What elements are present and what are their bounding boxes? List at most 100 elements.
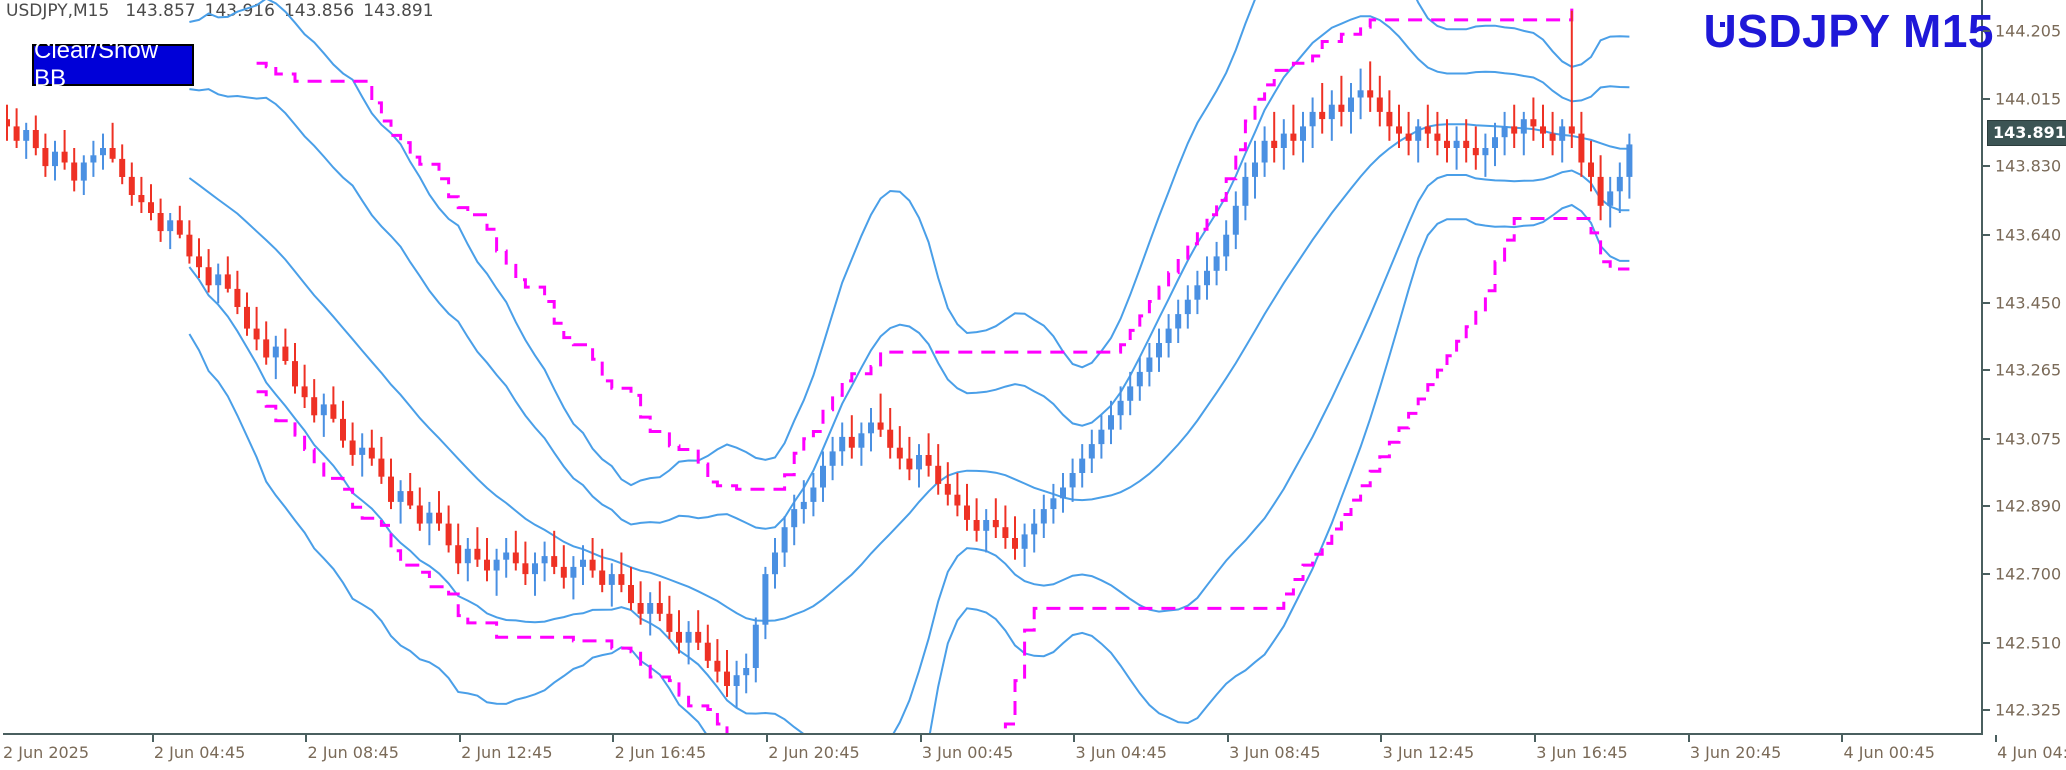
time-label: 4 Jun 00:45 [1843, 743, 1935, 762]
candle-body [887, 429, 894, 448]
time-tick [1380, 735, 1383, 742]
candle-body [772, 552, 778, 575]
candle-body [1319, 111, 1326, 120]
time-tick [1534, 735, 1536, 742]
candle-body [829, 451, 836, 466]
candle-body [1578, 133, 1585, 163]
candle-body [752, 624, 759, 668]
plot-frame [3, 0, 1983, 735]
candle-body [1607, 191, 1614, 206]
candle-body [1184, 299, 1191, 315]
candle-body [608, 574, 615, 585]
candle-body [215, 274, 222, 286]
candle-body [1213, 256, 1220, 271]
time-label: 2 Jun 2025 [2, 743, 90, 762]
candle-body [138, 195, 145, 203]
candle-body [1511, 126, 1518, 134]
time-label: 3 Jun 08:45 [1229, 743, 1321, 762]
candle-body [522, 563, 529, 575]
candle-body [484, 559, 490, 571]
time-label: 3 Jun 16:45 [1536, 743, 1628, 762]
candle-body [1261, 140, 1268, 163]
candle-body [1012, 538, 1018, 549]
time-scale[interactable]: 2 Jun 2025 2 Jun 04:45 2 Jun 08:45 2 Jun 12… [0, 735, 2066, 770]
candle-body [1540, 126, 1546, 134]
plot-area[interactable] [6, 0, 1984, 733]
candle-body [1549, 133, 1556, 141]
candle-body [359, 447, 366, 455]
time-tick [305, 735, 308, 742]
candle-body [1252, 162, 1258, 177]
candle-body [90, 155, 97, 163]
candle-body [272, 346, 279, 358]
candle-body [1271, 140, 1278, 148]
candle-body [954, 494, 961, 506]
candle-body [647, 603, 654, 614]
price-tick [1983, 29, 1990, 32]
candle-body [1108, 415, 1114, 430]
candle-body [666, 613, 673, 632]
price-tick [1983, 708, 1990, 711]
candle-body [1300, 126, 1306, 141]
price-tick [1983, 98, 1990, 101]
candle-body [628, 585, 634, 604]
price-tick [1983, 437, 1990, 440]
ohlc-symbol: USDJPY,M15 [6, 1, 110, 21]
candle-body [685, 631, 692, 643]
candle-body [973, 520, 980, 531]
candle-body [599, 570, 606, 585]
candle-body [196, 256, 202, 268]
candle-body [1309, 111, 1316, 127]
candle-body [925, 455, 932, 466]
candle-body [1559, 126, 1566, 141]
title-marker-icon [1720, 22, 1725, 27]
candle-body [877, 422, 884, 430]
clear-show-bb-button[interactable]: Clear/Show BB [32, 37, 194, 92]
candle-body [848, 436, 855, 448]
time-label: 2 Jun 20:45 [768, 743, 860, 762]
candle-body [1338, 104, 1345, 112]
candle-body [944, 483, 951, 495]
candle-body [1050, 498, 1057, 510]
candle-body [292, 361, 298, 387]
candle-body [1453, 140, 1460, 148]
candle-body [253, 328, 260, 340]
candle-body [1482, 148, 1489, 156]
candle-body [311, 397, 318, 416]
candle-body [906, 458, 913, 470]
price-label: 143.075 [1995, 429, 2062, 449]
candle-body [733, 675, 740, 686]
candle-body [407, 491, 414, 506]
candle-body [1530, 119, 1537, 127]
candle-body [52, 151, 58, 167]
candle-body [1146, 357, 1153, 372]
candle-body [1290, 133, 1297, 141]
candle-body [839, 436, 846, 452]
time-label: 4 Jun 04:45 [1997, 743, 2066, 762]
candle-body [1069, 473, 1076, 488]
time-label: 2 Jun 08:45 [307, 743, 399, 762]
price-label: 143.265 [1995, 360, 2062, 380]
price-tick [1983, 369, 1990, 372]
candle-body [349, 440, 356, 455]
candle-body [868, 422, 874, 434]
candle-body [263, 339, 270, 358]
price-scale[interactable]: 144.205 144.015 143.830 143.640 143.450 143.2… [1983, 0, 2066, 735]
candle-body [1165, 328, 1172, 343]
candle-body [1492, 137, 1498, 148]
price-tick [1983, 165, 1990, 168]
candle-body [676, 631, 682, 643]
candle-body [176, 220, 183, 235]
price-label: 142.890 [1995, 496, 2062, 516]
ohlc-header: USDJPY,M15 143.857 143.916 143.856 143.891 [6, 1, 443, 21]
time-tick [1841, 735, 1844, 742]
candle-body [42, 148, 49, 167]
time-label: 3 Jun 04:45 [1075, 743, 1167, 762]
candle-body [1175, 314, 1182, 329]
candle-body [301, 386, 308, 398]
candle-body [762, 574, 769, 625]
price-label: 142.325 [1995, 700, 2062, 720]
candle-body [589, 559, 596, 571]
candle-body [455, 545, 462, 564]
candle-body [397, 491, 404, 502]
